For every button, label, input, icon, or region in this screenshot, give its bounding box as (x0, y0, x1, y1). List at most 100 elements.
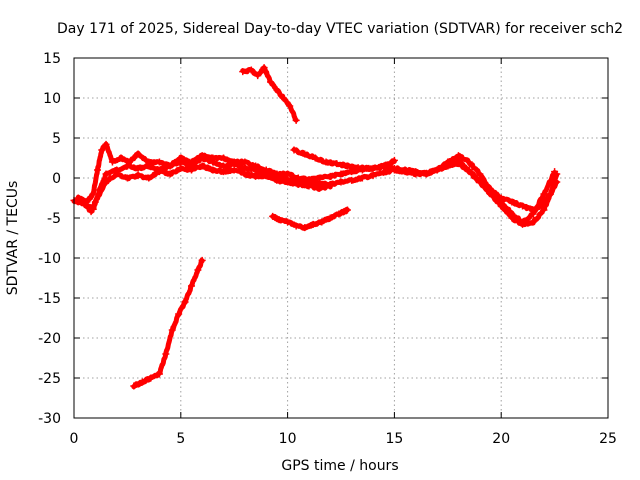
data-point-marker (286, 102, 294, 110)
data-point-marker (444, 162, 452, 170)
data-point-marker (198, 152, 206, 160)
data-point-marker (145, 174, 153, 182)
data-point-marker (292, 222, 300, 230)
series-track-mid-upper (290, 146, 398, 172)
data-point-marker (343, 206, 351, 214)
data-point-marker (390, 156, 398, 164)
y-tick-label: -25 (38, 371, 61, 387)
data-point-marker (220, 154, 228, 162)
data-point-marker (305, 182, 313, 190)
data-point-marker (311, 154, 319, 162)
data-point-marker (230, 166, 238, 174)
data-point-marker (290, 146, 298, 154)
data-point-marker (108, 158, 116, 166)
data-point-marker (230, 158, 238, 166)
data-point-marker (284, 170, 292, 178)
data-point-marker (292, 116, 300, 124)
series-track-mid-lower (269, 206, 351, 232)
data-point-marker (497, 194, 505, 202)
data-point-marker (553, 178, 561, 186)
data-point-marker (89, 190, 97, 198)
data-point-marker (130, 382, 138, 390)
data-point-marker (134, 172, 142, 180)
data-point-marker (252, 172, 260, 180)
data-point-marker (273, 86, 281, 94)
data-point-marker (102, 178, 110, 186)
data-point-marker (254, 72, 262, 80)
data-point-marker (326, 214, 334, 222)
data-point-marker (241, 158, 249, 166)
data-point-marker (390, 164, 398, 172)
data-point-marker (166, 162, 174, 170)
data-point-marker (519, 218, 527, 226)
data-point-marker (354, 164, 362, 172)
data-point-marker (529, 206, 537, 214)
data-point-marker (508, 198, 516, 206)
data-point-marker (168, 326, 176, 334)
data-point-marker (113, 170, 121, 178)
data-point-marker (386, 160, 394, 168)
data-point-marker (335, 210, 343, 218)
data-point-marker (294, 174, 302, 182)
data-point-marker (155, 158, 163, 166)
data-point-marker (273, 170, 281, 178)
y-tick-label: 0 (52, 171, 61, 187)
data-point-marker (91, 198, 99, 206)
data-point-marker (175, 310, 183, 318)
data-point-marker (147, 374, 155, 382)
data-point-marker (333, 160, 341, 168)
data-point-marker (145, 158, 153, 166)
series-track (71, 154, 560, 228)
data-point-marker (134, 150, 142, 158)
y-axis-label: SDTVAR / TECUs (5, 181, 21, 296)
y-tick-label: 10 (43, 91, 61, 107)
data-point-marker (267, 78, 275, 86)
data-point-marker (337, 178, 345, 186)
y-tick-label: -20 (38, 331, 61, 347)
data-point-marker (301, 150, 309, 158)
data-point-marker (454, 158, 462, 166)
data-point-marker (177, 164, 185, 172)
data-point-marker (209, 154, 217, 162)
data-series (70, 64, 561, 390)
grid-lines (74, 58, 608, 418)
data-point-marker (98, 146, 106, 154)
data-point-marker (181, 298, 189, 306)
data-point-marker (348, 176, 356, 184)
data-point-marker (279, 94, 287, 102)
data-point-marker (375, 164, 383, 172)
data-point-marker (177, 154, 185, 162)
x-tick-label: 25 (599, 431, 617, 447)
data-point-marker (326, 172, 334, 180)
data-point-marker (102, 170, 110, 178)
data-point-marker (284, 218, 292, 226)
y-tick-label: -5 (47, 211, 61, 227)
data-point-marker (220, 168, 228, 176)
data-point-marker (252, 162, 260, 170)
data-point-marker (275, 216, 283, 224)
data-point-marker (187, 158, 195, 166)
data-point-marker (316, 174, 324, 182)
data-point-marker (546, 190, 554, 198)
data-point-marker (551, 168, 559, 176)
x-tick-label: 0 (70, 431, 79, 447)
plot-frame (73, 57, 609, 419)
x-tick-label: 5 (176, 431, 185, 447)
data-point-marker (239, 68, 247, 76)
data-point-marker (74, 194, 82, 202)
data-point-marker (380, 168, 388, 176)
x-tick-label: 20 (492, 431, 510, 447)
x-tick-label: 15 (385, 431, 403, 447)
data-point-marker (487, 186, 495, 194)
data-point-marker (318, 218, 326, 226)
data-point-marker (166, 170, 174, 178)
data-point-marker (198, 162, 206, 170)
y-tick-label: -30 (38, 411, 61, 427)
data-point-marker (155, 168, 163, 176)
series-track-early-low (81, 162, 334, 216)
data-point-marker (401, 166, 409, 174)
data-point-marker (138, 378, 146, 386)
data-point-marker (87, 208, 95, 216)
data-point-marker (476, 178, 484, 186)
y-tick-label: -15 (38, 291, 61, 307)
